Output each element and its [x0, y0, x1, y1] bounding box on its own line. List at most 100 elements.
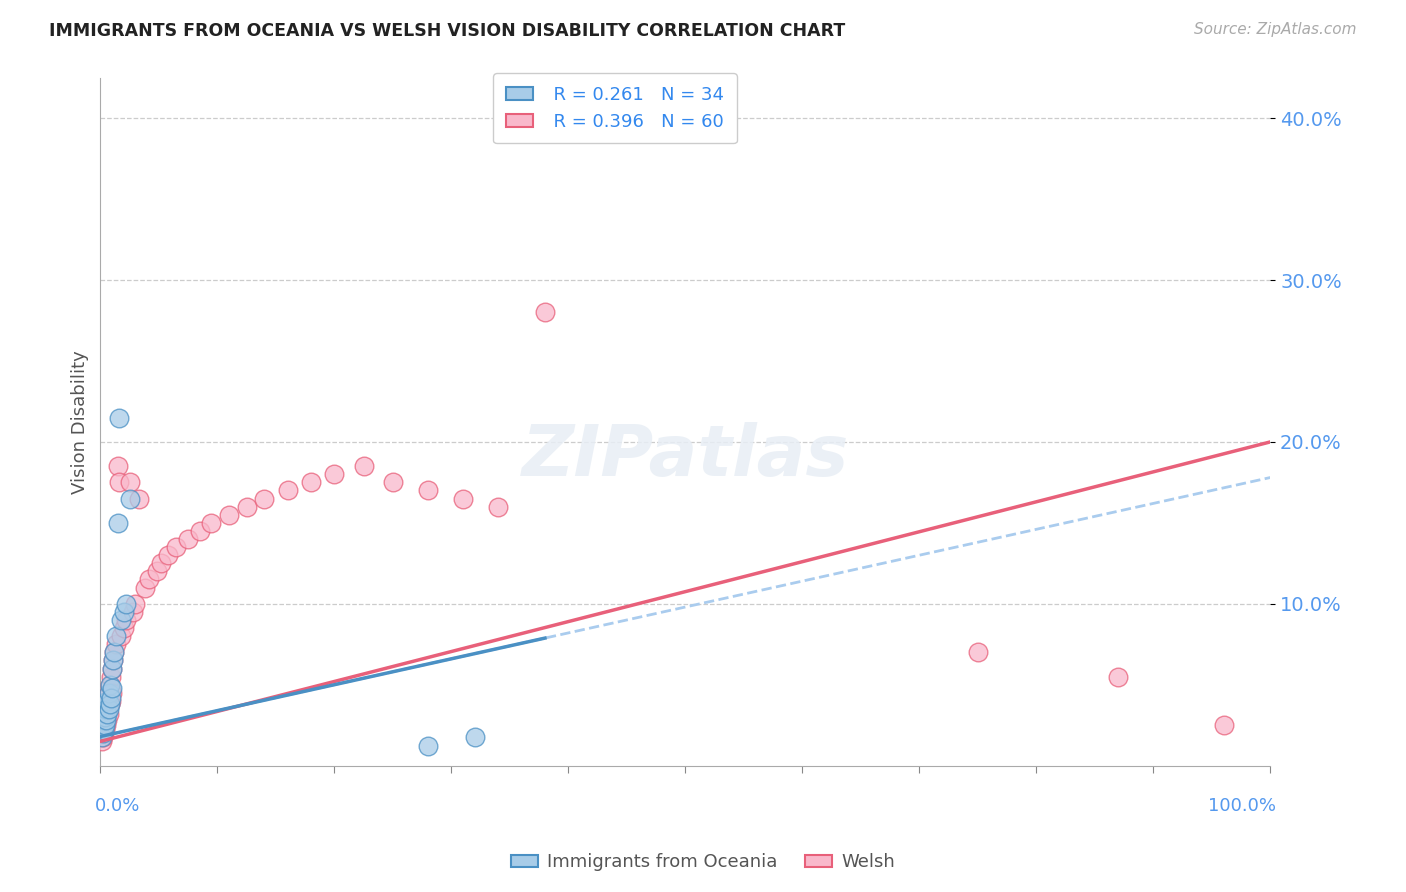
Point: [1212, 718, 1234, 732]
Point: [94, 718, 117, 732]
Point: [94, 697, 117, 711]
Point: [101, 681, 124, 695]
Point: [90, 734, 112, 748]
Point: [91, 710, 114, 724]
Point: [107, 516, 129, 530]
Point: [101, 661, 124, 675]
Point: [110, 613, 132, 627]
Point: [277, 483, 299, 498]
Point: [122, 605, 145, 619]
Text: 100.0%: 100.0%: [1208, 797, 1277, 814]
Point: [90, 723, 112, 737]
Point: [98, 678, 121, 692]
Point: [128, 491, 150, 506]
Point: [118, 491, 141, 506]
Point: [93, 702, 115, 716]
Text: IMMIGRANTS FROM OCEANIA VS WELSH VISION DISABILITY CORRELATION CHART: IMMIGRANTS FROM OCEANIA VS WELSH VISION …: [49, 22, 845, 40]
Point: [96, 702, 118, 716]
Legend: Immigrants from Oceania, Welsh: Immigrants from Oceania, Welsh: [505, 847, 901, 879]
Point: [96, 706, 118, 721]
Point: [91, 718, 114, 732]
Point: [96, 714, 118, 728]
Point: [138, 573, 160, 587]
Point: [94, 697, 117, 711]
Point: [108, 410, 131, 425]
Text: 0.0%: 0.0%: [94, 797, 139, 814]
Point: [534, 305, 557, 319]
Point: [150, 557, 173, 571]
Point: [94, 710, 117, 724]
Point: [188, 524, 211, 538]
Point: [200, 516, 222, 530]
Y-axis label: Vision Disability: Vision Disability: [72, 350, 89, 493]
Point: [157, 548, 180, 562]
Point: [115, 597, 138, 611]
Point: [235, 500, 257, 514]
Point: [100, 694, 122, 708]
Point: [91, 706, 114, 721]
Point: [90, 723, 112, 737]
Point: [97, 686, 120, 700]
Point: [104, 629, 127, 643]
Point: [103, 645, 125, 659]
Point: [97, 702, 120, 716]
Point: [145, 565, 167, 579]
Point: [486, 500, 509, 514]
Point: [98, 697, 121, 711]
Point: [177, 532, 200, 546]
Text: ZIPatlas: ZIPatlas: [522, 422, 849, 491]
Point: [112, 605, 135, 619]
Point: [100, 670, 122, 684]
Point: [416, 483, 439, 498]
Point: [101, 686, 124, 700]
Point: [93, 702, 115, 716]
Point: [323, 467, 346, 482]
Point: [124, 597, 146, 611]
Point: [93, 714, 115, 728]
Point: [134, 581, 156, 595]
Point: [96, 694, 118, 708]
Point: [381, 475, 404, 490]
Point: [416, 739, 439, 754]
Point: [91, 730, 114, 744]
Point: [253, 491, 276, 506]
Point: [103, 653, 125, 667]
Point: [94, 723, 117, 737]
Point: [353, 459, 375, 474]
Point: [97, 706, 120, 721]
Point: [165, 540, 187, 554]
Point: [90, 730, 112, 744]
Point: [112, 621, 135, 635]
Point: [90, 714, 112, 728]
Point: [107, 459, 129, 474]
Point: [90, 714, 112, 728]
Point: [104, 637, 127, 651]
Point: [96, 718, 118, 732]
Point: [218, 508, 240, 522]
Point: [96, 714, 118, 728]
Point: [451, 491, 474, 506]
Point: [115, 613, 138, 627]
Point: [103, 653, 125, 667]
Point: [96, 706, 118, 721]
Point: [98, 697, 121, 711]
Point: [966, 645, 988, 659]
Point: [101, 661, 124, 675]
Point: [93, 714, 115, 728]
Legend:   R = 0.261   N = 34,   R = 0.396   N = 60: R = 0.261 N = 34, R = 0.396 N = 60: [494, 73, 737, 144]
Point: [464, 730, 486, 744]
Point: [93, 726, 115, 740]
Point: [93, 723, 115, 737]
Point: [299, 475, 322, 490]
Point: [97, 686, 120, 700]
Point: [91, 718, 114, 732]
Point: [110, 629, 132, 643]
Point: [91, 726, 114, 740]
Point: [1107, 670, 1129, 684]
Text: Source: ZipAtlas.com: Source: ZipAtlas.com: [1194, 22, 1357, 37]
Point: [100, 690, 122, 705]
Point: [98, 678, 121, 692]
Point: [118, 475, 141, 490]
Point: [94, 710, 117, 724]
Point: [108, 475, 131, 490]
